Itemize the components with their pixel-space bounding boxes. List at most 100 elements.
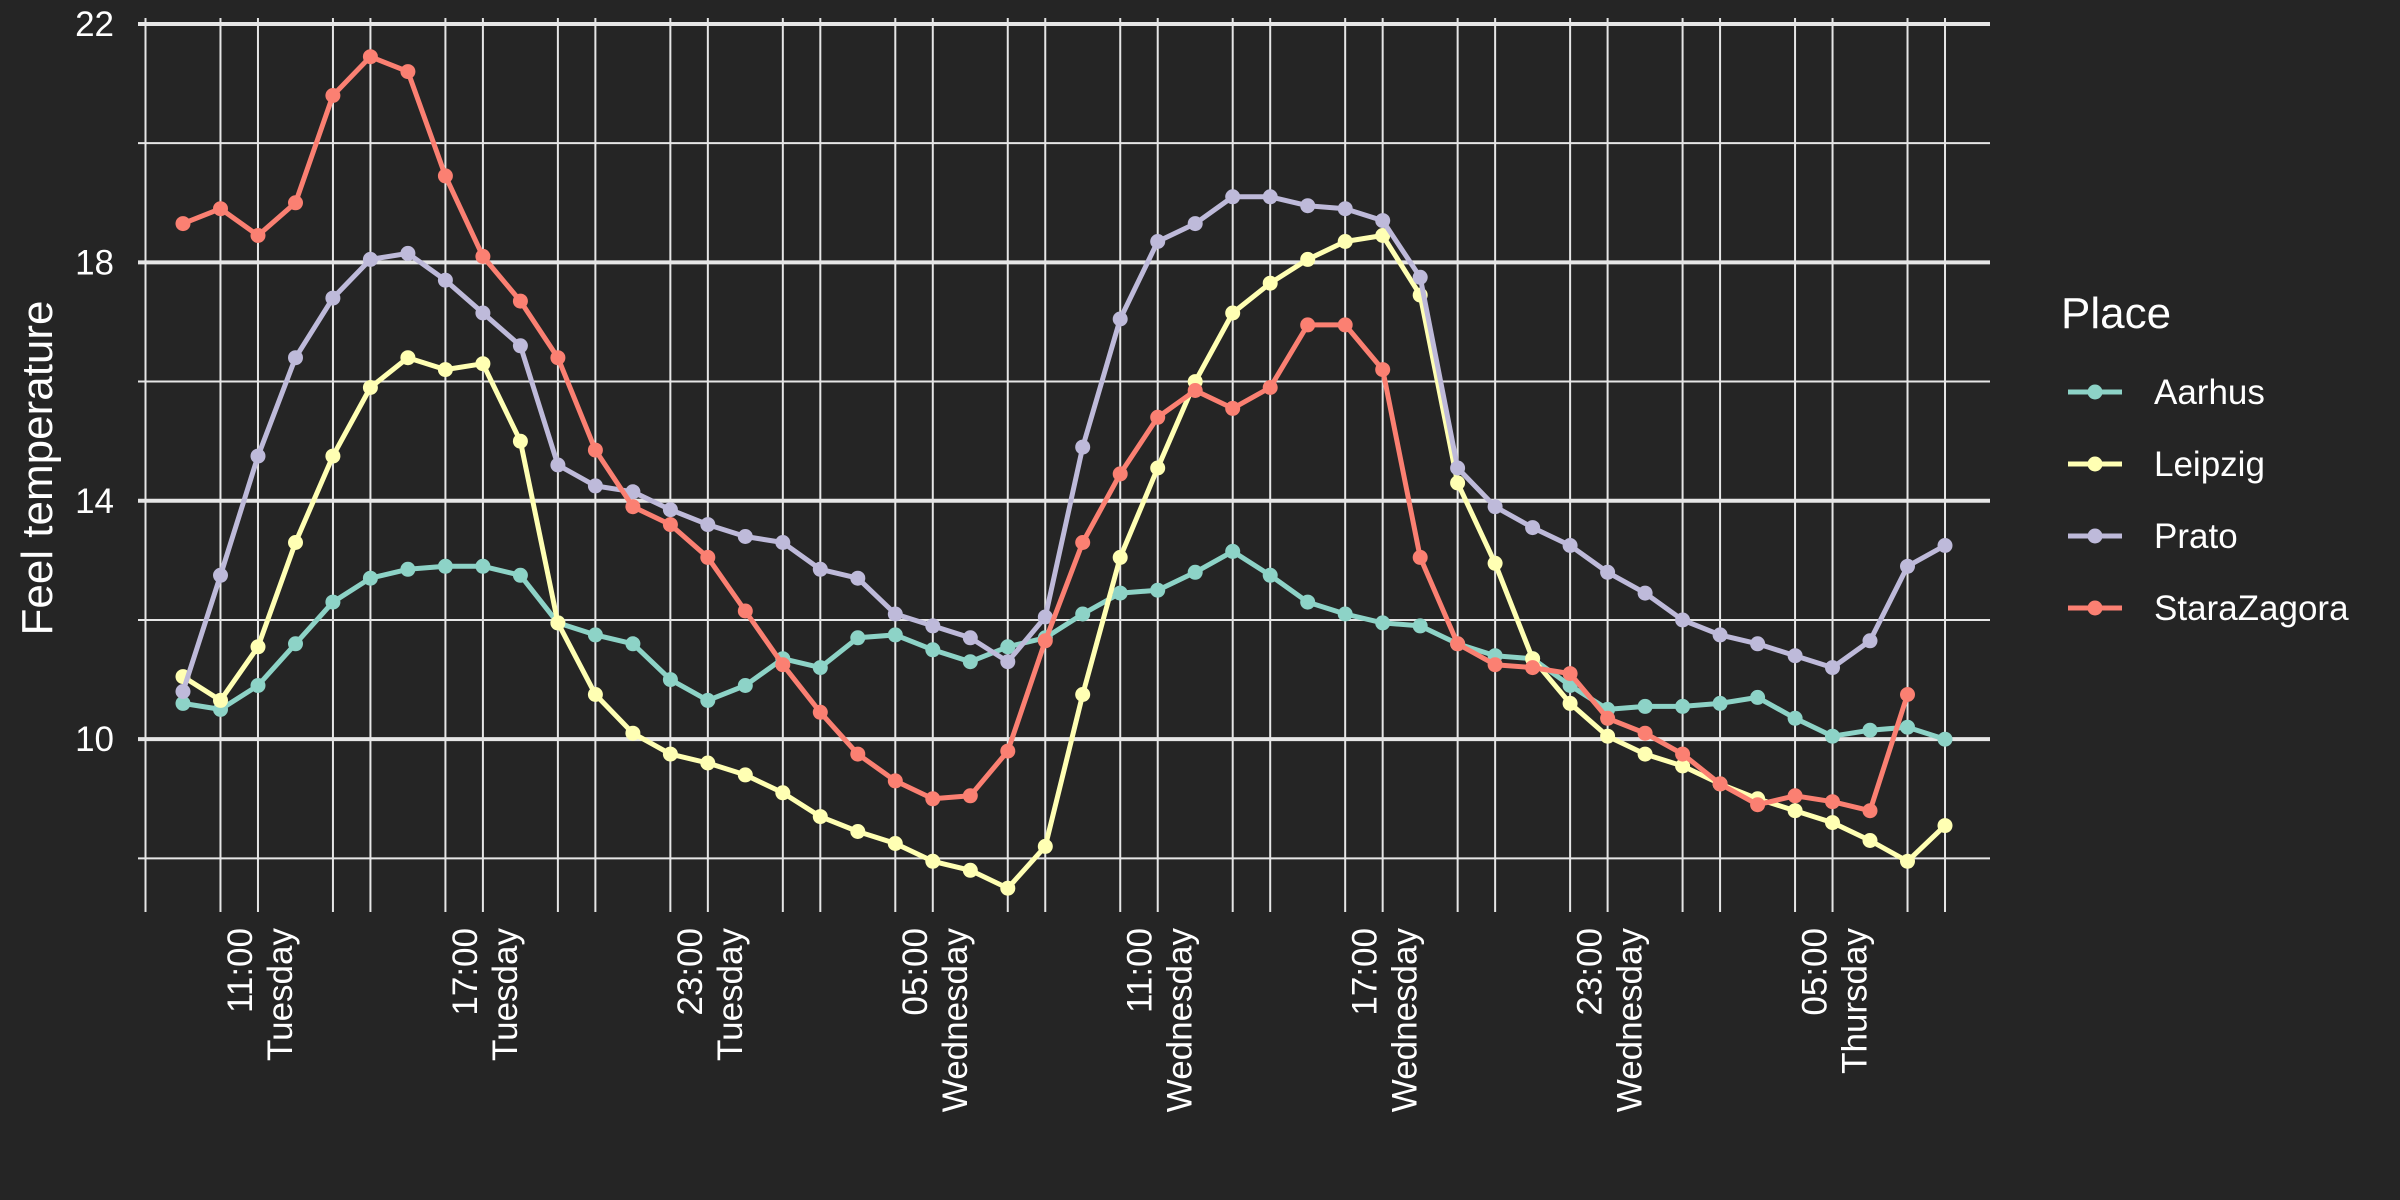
data-point	[1075, 606, 1091, 622]
data-point	[1262, 189, 1278, 205]
data-point	[625, 725, 641, 741]
data-point	[1862, 833, 1878, 848]
x-tick-day: Wednesday	[936, 928, 975, 1113]
data-point	[662, 672, 678, 688]
data-point	[1900, 558, 1915, 574]
data-point	[962, 788, 978, 804]
data-point	[1412, 618, 1428, 634]
x-tick-day: Wednesday	[1611, 928, 1650, 1113]
data-point	[812, 561, 828, 577]
data-point	[512, 433, 528, 449]
legend-key-point	[2087, 456, 2103, 472]
data-point	[662, 746, 678, 762]
data-point	[1450, 460, 1466, 476]
data-point	[288, 195, 303, 211]
x-tick-label: 17:00 Tuesday	[446, 928, 525, 1061]
data-point	[1937, 818, 1953, 834]
data-point	[1750, 797, 1766, 813]
series-line	[180, 194, 1947, 693]
data-point	[850, 570, 866, 586]
data-point	[1225, 400, 1241, 416]
data-point	[1112, 311, 1128, 327]
data-point	[1675, 698, 1691, 714]
x-axis-tick-labels: 11:00 Tuesday 17:00 Tuesday 23:00 Tuesday 05:0…	[221, 928, 1875, 1113]
data-point	[1225, 543, 1241, 559]
data-point	[1037, 609, 1053, 625]
data-point	[587, 478, 603, 494]
x-tick-day: Wednesday	[1161, 928, 1200, 1113]
data-point	[887, 627, 903, 643]
data-point	[1825, 728, 1840, 744]
x-tick-day: Tuesday	[486, 928, 525, 1061]
data-point	[213, 692, 228, 708]
data-point	[625, 636, 641, 652]
data-point	[962, 862, 978, 878]
data-point	[775, 785, 791, 801]
legend-item-prato: Prato	[2068, 517, 2238, 556]
y-tick-label: 18	[75, 243, 114, 282]
x-tick-day: Thursday	[1836, 928, 1875, 1074]
data-point	[1075, 535, 1091, 550]
data-point	[1787, 788, 1803, 804]
data-point	[325, 594, 341, 610]
data-point	[1412, 269, 1428, 285]
x-tick-label: 05:00 Wednesday	[896, 928, 975, 1113]
series-lines	[175, 49, 1953, 896]
data-point	[550, 457, 566, 473]
data-point	[812, 660, 828, 676]
legend-item-leipzig: Leipzig	[2068, 445, 2265, 484]
data-point	[1000, 880, 1016, 896]
legend-label: Aarhus	[2154, 373, 2265, 412]
data-point	[250, 228, 266, 243]
data-point	[850, 630, 866, 646]
legend-label: Leipzig	[2154, 445, 2265, 484]
data-point	[1675, 746, 1691, 762]
x-tick-label: 11:00 Tuesday	[221, 928, 300, 1061]
data-point	[512, 567, 528, 583]
data-point	[887, 606, 903, 622]
data-point	[1750, 689, 1766, 705]
data-point	[775, 535, 791, 550]
y-tick-label: 10	[75, 720, 114, 759]
data-point	[400, 64, 416, 80]
data-point	[400, 350, 416, 366]
data-point	[1300, 594, 1316, 610]
data-point	[1075, 439, 1091, 455]
legend-item-aarhus: Aarhus	[2068, 373, 2265, 412]
data-point	[1562, 695, 1578, 711]
data-point	[1937, 538, 1953, 553]
data-point	[1375, 362, 1391, 378]
data-point	[812, 809, 828, 825]
x-tick-time: 11:00	[221, 928, 260, 1013]
data-point	[175, 216, 191, 232]
data-point	[362, 251, 378, 267]
data-point	[625, 484, 641, 500]
data-point	[925, 853, 941, 869]
data-point	[550, 615, 566, 631]
data-point	[1675, 758, 1691, 774]
data-point	[1187, 216, 1203, 232]
data-point	[288, 350, 303, 366]
data-point	[1375, 213, 1391, 229]
data-point	[775, 657, 791, 673]
data-point	[362, 570, 378, 586]
data-point	[250, 639, 266, 655]
data-point	[700, 755, 716, 771]
legend-title: Place	[2061, 289, 2171, 338]
data-point	[1862, 803, 1878, 819]
data-point	[1300, 251, 1316, 267]
data-point	[1337, 234, 1353, 249]
y-tick-label: 14	[75, 482, 114, 521]
data-point	[737, 529, 753, 544]
data-point	[925, 618, 941, 634]
x-tick-day: Tuesday	[261, 928, 300, 1061]
data-point	[700, 549, 716, 565]
data-point	[887, 836, 903, 851]
series-prato	[175, 189, 1953, 699]
data-point	[1262, 567, 1278, 583]
data-point	[737, 678, 753, 693]
data-point	[1375, 615, 1391, 631]
data-point	[325, 88, 341, 103]
data-point	[925, 642, 941, 658]
